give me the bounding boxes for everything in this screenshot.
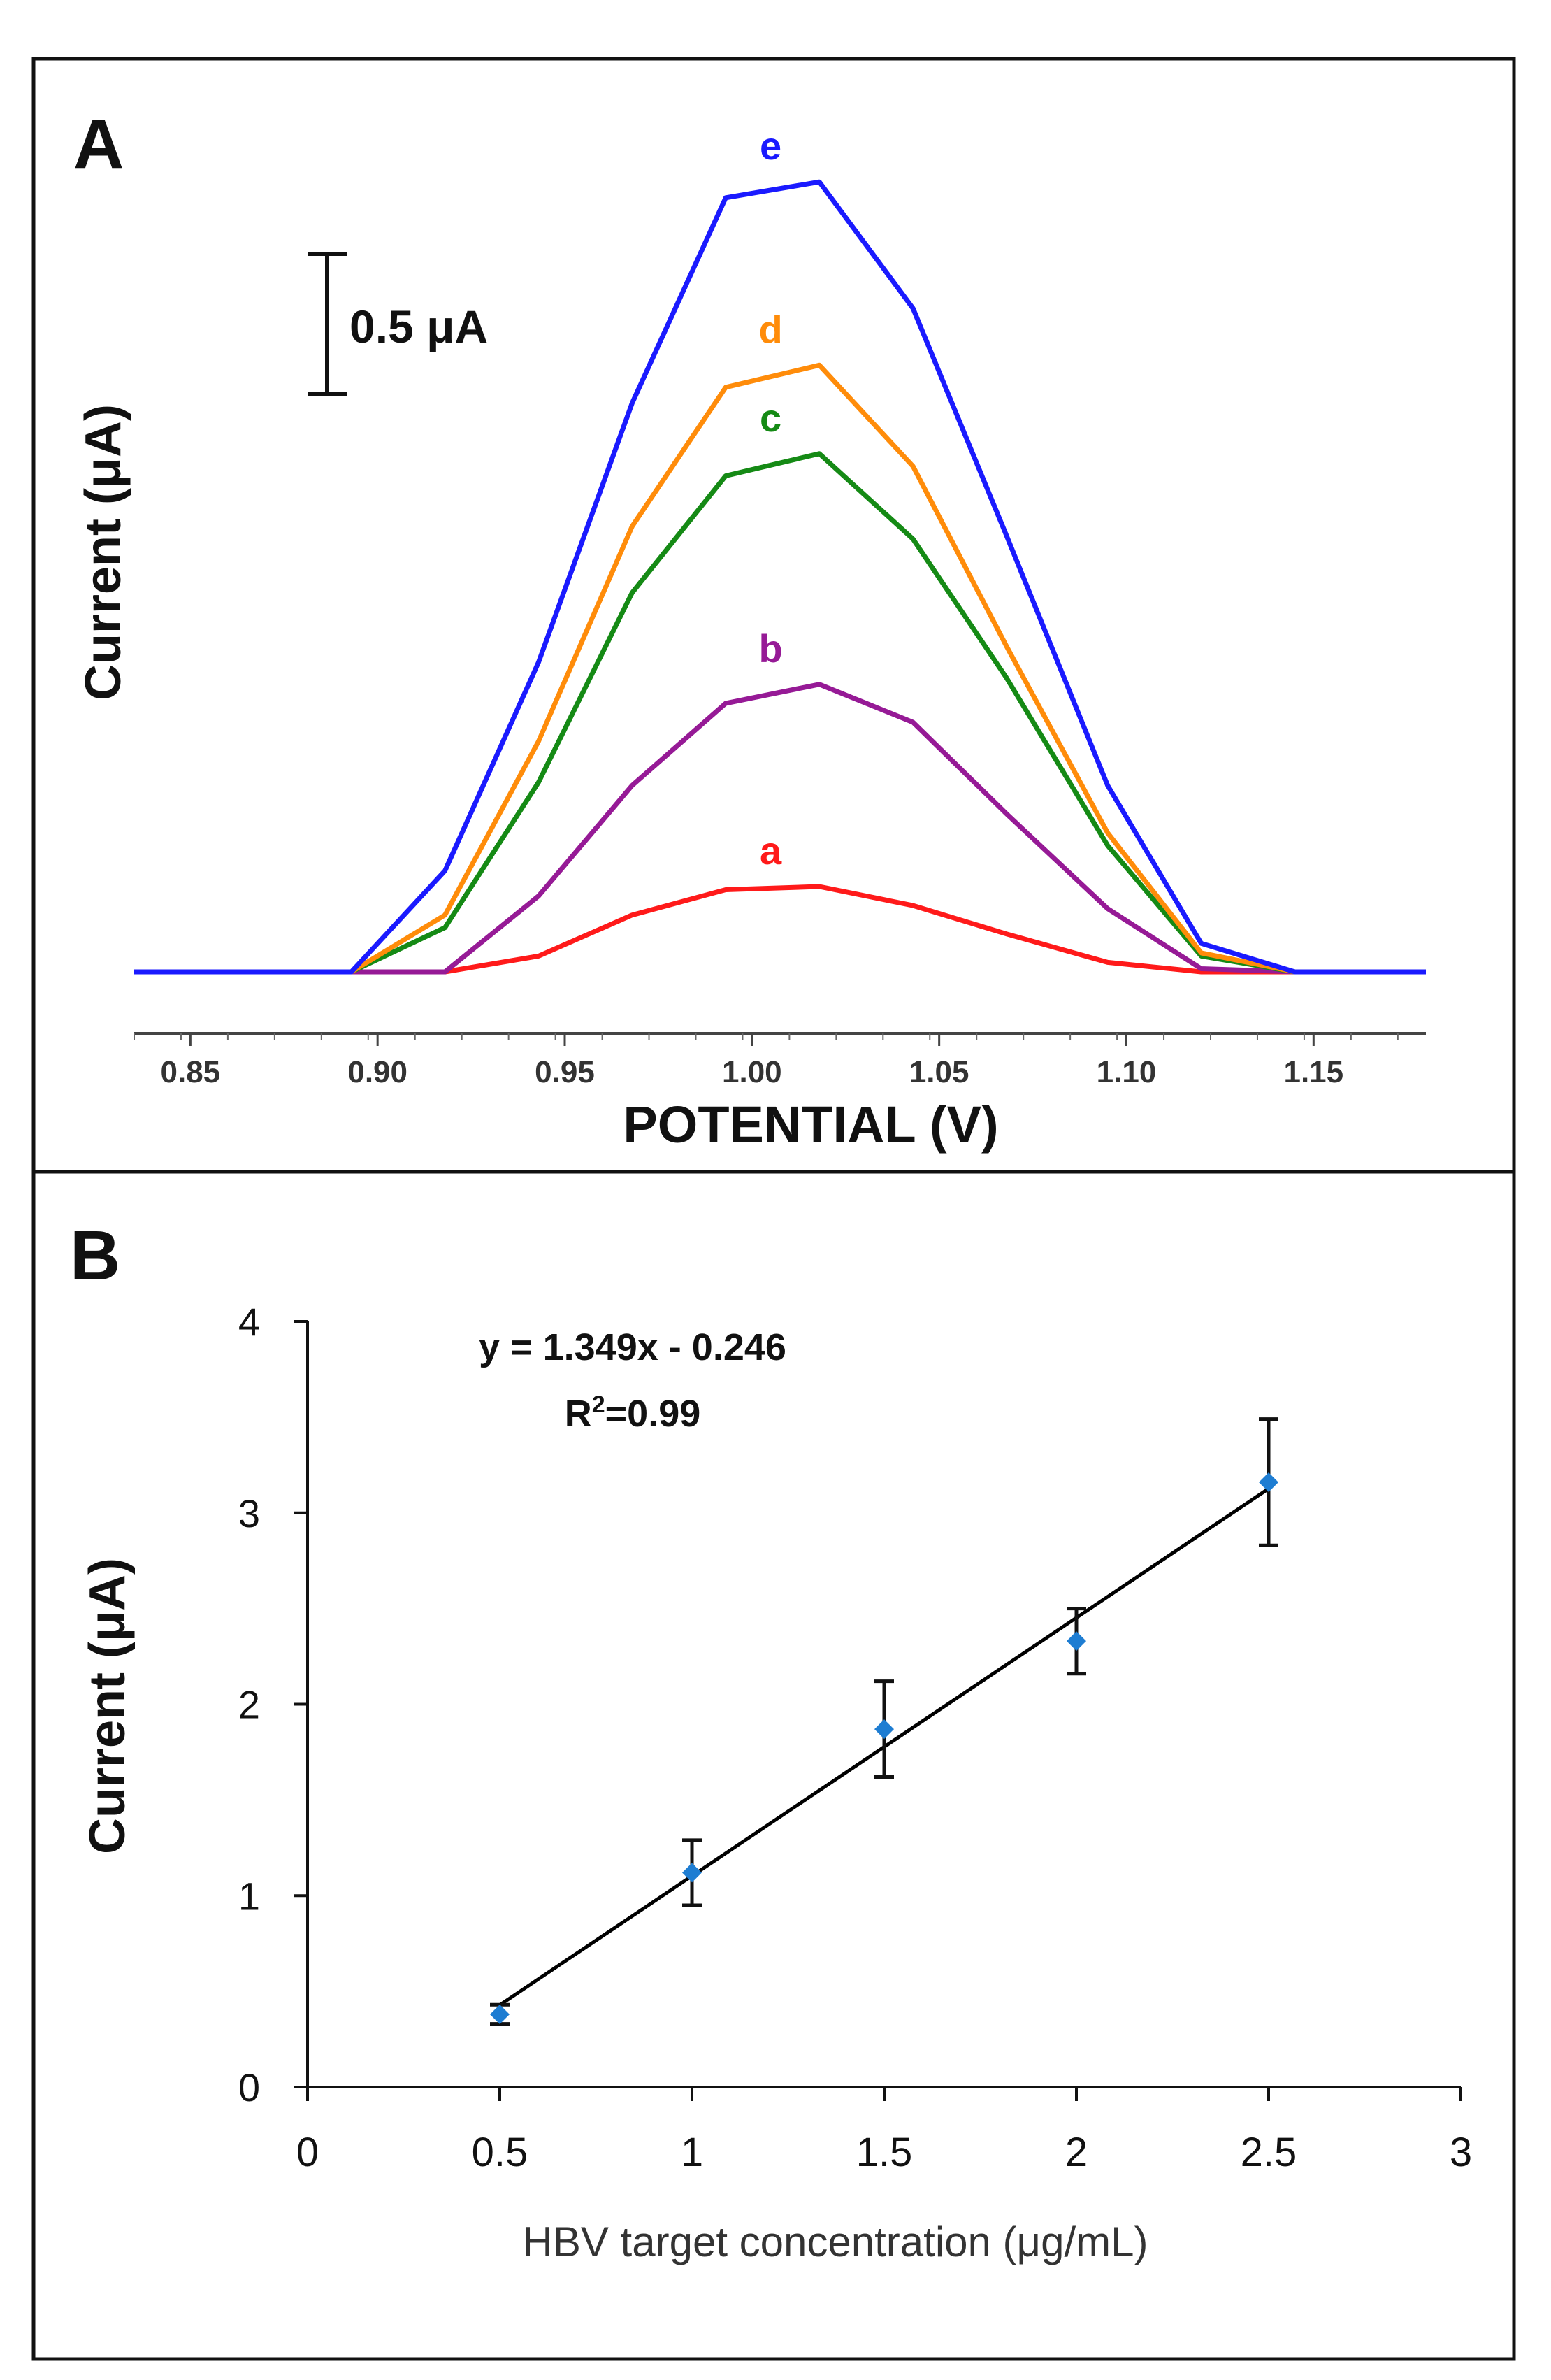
panel-b-y-tick-label: 0 <box>238 2065 260 2109</box>
series-line-c <box>134 451 1426 975</box>
panel-b-points <box>490 1417 1278 2026</box>
panel-b-x-tick-label: 3 <box>1450 2130 1472 2175</box>
panel-b-y-tick-label: 2 <box>238 1683 260 1727</box>
data-point <box>1067 1631 1086 1651</box>
data-point <box>682 1863 702 1883</box>
panel-b: B Current (μA) 0 1 2 3 4 0 0.5 1 1.5 2 2.5 3 y = 1… <box>70 1217 1472 2265</box>
data-point <box>1259 1472 1278 1492</box>
series-label-b: b <box>758 626 782 671</box>
series-label-d: d <box>758 307 782 351</box>
panel-a-x-tick-label: 1.05 <box>909 1055 969 1089</box>
series-label-e: e <box>760 124 781 168</box>
panel-b-x-tick-label: 0 <box>296 2130 319 2175</box>
panel-a-x-ticks: 0.85 0.90 0.95 1.00 1.05 1.10 1.15 <box>134 1033 1399 1089</box>
r-squared-superscript: 2 <box>592 1391 605 1418</box>
fit-equation: y = 1.349x - 0.246 <box>479 1326 786 1368</box>
panel-b-x-tick-label: 2.5 <box>1241 2130 1297 2175</box>
panel-b-x-tick-label: 0.5 <box>472 2130 528 2175</box>
panel-b-x-ticks: 0 0.5 1 1.5 2 2.5 3 <box>296 2087 1472 2175</box>
data-point <box>874 1719 894 1740</box>
panel-b-x-axis-label: HBV target concentration (μg/mL) <box>523 2218 1148 2265</box>
panel-a-series-labels: a b c d e <box>758 124 782 873</box>
scale-bar: 0.5 μA <box>308 252 488 396</box>
panel-b-y-axis-label: Current (μA) <box>80 1558 136 1854</box>
panel-a-x-tick-label: 0.85 <box>161 1055 221 1089</box>
series-line-b <box>134 682 1426 975</box>
panel-a-x-axis-label: POTENTIAL (V) <box>623 1096 998 1154</box>
series-line-e <box>134 179 1426 975</box>
panel-a-x-tick-label: 1.00 <box>722 1055 782 1089</box>
series-label-a: a <box>760 829 782 873</box>
panel-b-y-ticks: 0 1 2 3 4 <box>238 1300 308 2109</box>
panel-a-x-tick-label: 1.15 <box>1283 1055 1343 1089</box>
scale-bar-label: 0.5 μA <box>349 301 488 352</box>
panel-b-x-tick-label: 1 <box>681 2130 703 2175</box>
panel-a-x-tick-label: 1.10 <box>1097 1055 1157 1089</box>
series-line-d <box>134 362 1426 975</box>
panel-a: A 0.5 μA Current (μA) 0.85 0.90 0.95 1.00 1.… <box>73 105 1426 1154</box>
r-squared-prefix: R <box>565 1393 592 1435</box>
panel-a-letter: A <box>73 105 124 183</box>
series-label-c: c <box>760 396 781 440</box>
data-point <box>490 2004 510 2024</box>
panel-b-y-tick-label: 4 <box>238 1300 260 1344</box>
r-squared-value: =0.99 <box>605 1393 701 1435</box>
panel-a-series <box>134 179 1426 975</box>
panel-a-y-axis-label: Current (μA) <box>75 404 131 701</box>
panel-b-letter: B <box>70 1217 120 1295</box>
panel-b-x-tick-label: 2 <box>1065 2130 1088 2175</box>
panel-a-x-tick-label: 0.95 <box>535 1055 595 1089</box>
panel-b-x-tick-label: 1.5 <box>856 2130 913 2175</box>
r-squared: R2=0.99 <box>565 1391 701 1435</box>
figure-frame <box>31 57 1516 2361</box>
panel-a-x-tick-label: 0.90 <box>347 1055 407 1089</box>
panel-b-y-tick-label: 3 <box>238 1491 260 1535</box>
panel-b-y-tick-label: 1 <box>238 1874 260 1918</box>
